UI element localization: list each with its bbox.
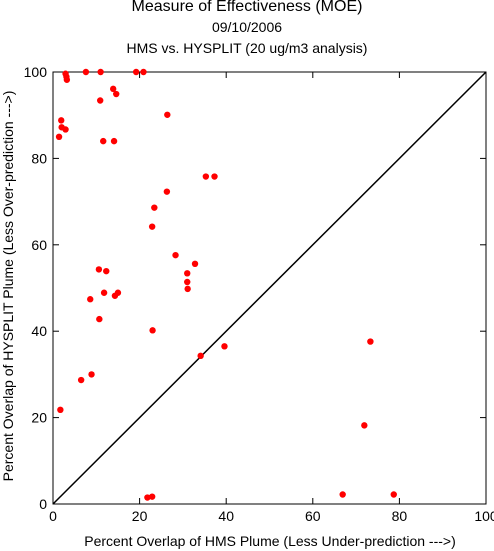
x-tick-label: 60 bbox=[305, 508, 321, 524]
data-point bbox=[184, 278, 191, 286]
chart-title: Measure of Effectiveness (MOE) bbox=[131, 0, 363, 15]
x-tick-label: 40 bbox=[218, 508, 234, 524]
data-point bbox=[132, 68, 140, 76]
data-point bbox=[103, 267, 110, 275]
reference-line-y-equals-x bbox=[52, 71, 487, 505]
data-point bbox=[191, 260, 199, 268]
data-points bbox=[55, 68, 397, 501]
y-tick-label: 100 bbox=[24, 64, 48, 80]
data-point bbox=[96, 315, 103, 323]
data-point bbox=[144, 494, 151, 501]
data-point bbox=[62, 126, 69, 133]
x-tick-label: 80 bbox=[392, 508, 408, 524]
data-point bbox=[100, 289, 108, 296]
data-point bbox=[96, 97, 104, 104]
diagonal-reference-line bbox=[52, 71, 487, 505]
data-point bbox=[211, 173, 218, 180]
y-tick-label: 80 bbox=[31, 150, 47, 166]
data-point bbox=[390, 491, 397, 498]
data-point bbox=[88, 371, 95, 378]
data-point bbox=[55, 133, 63, 140]
data-point bbox=[164, 111, 171, 118]
chart-subtitle-comparison: HMS vs. HYSPLIT (20 ug/m3 analysis) bbox=[126, 40, 368, 56]
data-point bbox=[184, 270, 191, 277]
data-point bbox=[221, 343, 228, 350]
data-point bbox=[87, 296, 94, 303]
data-point bbox=[163, 188, 171, 195]
data-point bbox=[148, 493, 156, 500]
data-point bbox=[58, 117, 65, 124]
data-point bbox=[110, 137, 118, 145]
x-tick-label: 0 bbox=[49, 508, 57, 524]
plot-border bbox=[52, 71, 487, 505]
x-tick-label: 100 bbox=[474, 508, 494, 524]
data-point bbox=[202, 173, 210, 180]
data-point bbox=[95, 266, 103, 273]
chart-subtitle-date: 09/10/2006 bbox=[211, 19, 283, 35]
data-point bbox=[148, 223, 156, 230]
y-tick-label: 60 bbox=[31, 237, 47, 253]
data-point bbox=[111, 292, 119, 299]
data-point bbox=[57, 406, 64, 414]
x-axis-label: Percent Overlap of HMS Plume (Less Under… bbox=[84, 533, 456, 549]
x-tick-label: 20 bbox=[132, 508, 148, 524]
data-point bbox=[97, 68, 104, 76]
data-point bbox=[149, 327, 156, 334]
y-tick-label: 20 bbox=[31, 410, 47, 426]
data-point bbox=[77, 376, 85, 384]
axis-tick-labels: 0 20 40 60 80 100 0 20 40 60 80 100 bbox=[24, 64, 494, 524]
plot-frame bbox=[52, 71, 487, 505]
data-point bbox=[63, 76, 71, 83]
data-point bbox=[339, 491, 346, 498]
data-point bbox=[184, 285, 191, 293]
y-axis-label: Percent Overlap of HYSPLIT Plume (Less O… bbox=[0, 91, 16, 482]
data-point bbox=[82, 68, 90, 76]
data-point bbox=[140, 68, 147, 76]
data-point bbox=[361, 422, 368, 429]
y-tick-label: 0 bbox=[39, 496, 47, 512]
data-point bbox=[367, 338, 374, 345]
data-point bbox=[151, 204, 158, 211]
data-point bbox=[109, 85, 117, 93]
data-point bbox=[172, 251, 179, 259]
data-point bbox=[100, 137, 107, 145]
y-tick-label: 40 bbox=[31, 323, 47, 339]
data-point bbox=[197, 352, 204, 360]
data-point bbox=[113, 90, 120, 98]
